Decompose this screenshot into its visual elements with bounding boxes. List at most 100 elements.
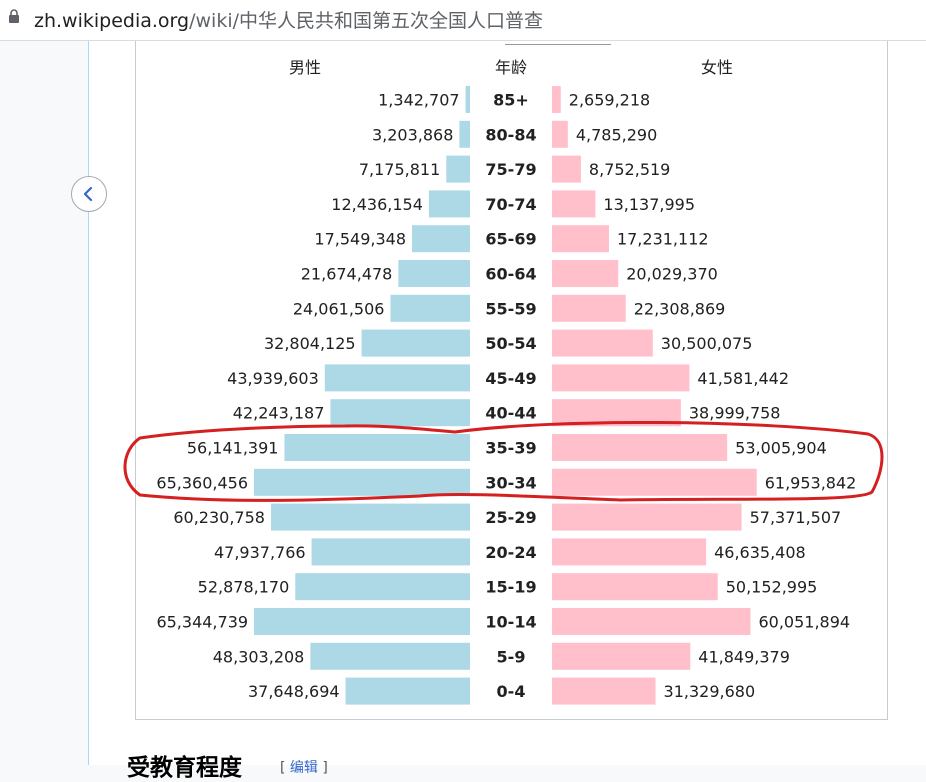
male-bar xyxy=(361,329,470,357)
female-bar xyxy=(552,190,596,218)
male-bar xyxy=(390,294,470,322)
female-bar xyxy=(552,503,742,531)
cut-off-caption xyxy=(505,34,611,45)
header-age: 年龄 xyxy=(495,58,527,77)
male-value-label: 7,175,811 xyxy=(359,160,440,179)
male-bar xyxy=(330,399,470,427)
age-group-label: 55-59 xyxy=(485,299,536,318)
female-value-label: 31,329,680 xyxy=(664,682,756,701)
age-group-label: 65-69 xyxy=(485,230,536,249)
female-value-label: 8,752,519 xyxy=(589,160,670,179)
url-text[interactable]: zh.wikipedia.org/wiki/中华人民共和国第五次全国人口普查 xyxy=(34,6,543,33)
address-bar[interactable]: zh.wikipedia.org/wiki/中华人民共和国第五次全国人口普查 xyxy=(0,0,926,41)
female-value-label: 61,953,842 xyxy=(765,473,857,492)
male-bar xyxy=(311,538,470,566)
female-value-label: 57,371,507 xyxy=(750,508,842,527)
male-value-label: 42,243,187 xyxy=(233,404,325,423)
male-value-label: 37,648,694 xyxy=(248,682,340,701)
male-value-label: 12,436,154 xyxy=(331,195,423,214)
male-value-label: 56,141,391 xyxy=(187,439,279,458)
female-bar xyxy=(552,468,757,496)
female-value-label: 53,005,904 xyxy=(735,439,827,458)
female-value-label: 17,231,112 xyxy=(617,230,709,249)
female-bar xyxy=(552,573,718,601)
section-heading: 受教育程度 xyxy=(127,755,242,781)
male-bar xyxy=(428,190,470,218)
age-group-label: 0-4 xyxy=(497,682,526,701)
female-value-label: 22,308,869 xyxy=(634,299,726,318)
male-value-label: 60,230,758 xyxy=(173,508,265,527)
male-value-label: 1,342,707 xyxy=(378,91,459,110)
age-group-label: 10-14 xyxy=(485,613,536,632)
female-bar xyxy=(552,364,690,392)
female-bar xyxy=(552,260,619,287)
female-bar xyxy=(552,642,691,670)
male-value-label: 32,804,125 xyxy=(264,334,356,353)
male-bar xyxy=(270,503,470,531)
chart-frame xyxy=(135,41,888,720)
male-bar xyxy=(412,225,470,253)
female-bar xyxy=(552,434,728,461)
female-bar xyxy=(552,329,653,357)
female-bar xyxy=(552,399,681,427)
population-pyramid-chart: 男性 年龄 女性 1,342,707 2,659,218 85+ 3,203,868 4… xyxy=(156,58,857,705)
female-bar xyxy=(552,294,626,322)
male-value-label: 43,939,603 xyxy=(227,369,319,388)
male-value-label: 65,344,739 xyxy=(156,613,248,632)
edit-section-link[interactable]: [ 编辑 ] xyxy=(280,760,328,776)
female-bar xyxy=(552,677,656,705)
age-group-label: 60-64 xyxy=(485,265,536,284)
male-value-label: 65,360,456 xyxy=(156,473,248,492)
age-group-label: 35-39 xyxy=(485,439,536,458)
female-bar xyxy=(552,120,568,148)
age-group-label: 20-24 xyxy=(485,543,536,562)
female-value-label: 50,152,995 xyxy=(726,578,818,597)
male-value-label: 3,203,868 xyxy=(372,125,453,144)
age-group-label: 25-29 xyxy=(485,508,536,527)
male-value-label: 47,937,766 xyxy=(214,543,306,562)
male-value-label: 17,549,348 xyxy=(314,230,406,249)
age-group-label: 80-84 xyxy=(485,125,536,144)
male-value-label: 24,061,506 xyxy=(293,299,385,318)
female-value-label: 13,137,995 xyxy=(603,195,695,214)
female-bar xyxy=(552,86,561,113)
female-bar xyxy=(552,155,581,183)
edit-link-text[interactable]: 编辑 xyxy=(289,760,318,776)
male-bar xyxy=(324,364,470,392)
age-group-label: 75-79 xyxy=(485,160,536,179)
female-value-label: 41,849,379 xyxy=(698,647,790,666)
female-bar xyxy=(552,608,751,635)
female-value-label: 41,581,442 xyxy=(697,369,789,388)
male-bar xyxy=(284,434,470,461)
chevron-left-icon xyxy=(83,186,93,202)
male-value-label: 52,878,170 xyxy=(198,578,290,597)
female-value-label: 46,635,408 xyxy=(714,543,806,562)
male-bar xyxy=(398,260,470,287)
sidebar-divider xyxy=(88,41,89,765)
age-group-label: 30-34 xyxy=(485,473,536,492)
female-bar xyxy=(552,538,707,566)
male-bar xyxy=(310,642,470,670)
male-bar xyxy=(465,86,470,113)
url-host: zh.wikipedia.org xyxy=(34,10,190,32)
age-group-label: 45-49 xyxy=(485,369,536,388)
lock-icon xyxy=(9,9,19,23)
female-value-label: 60,051,894 xyxy=(758,613,850,632)
age-group-label: 85+ xyxy=(493,91,529,110)
url-path: /wiki/中华人民共和国第五次全国人口普查 xyxy=(189,10,543,32)
female-value-label: 30,500,075 xyxy=(661,334,753,353)
female-value-label: 20,029,370 xyxy=(626,265,718,284)
female-value-label: 2,659,218 xyxy=(569,91,650,110)
age-group-label: 15-19 xyxy=(485,578,536,597)
male-bar xyxy=(459,120,470,148)
header-male: 男性 xyxy=(289,58,321,77)
age-group-label: 50-54 xyxy=(485,334,536,353)
male-value-label: 48,303,208 xyxy=(213,647,305,666)
male-bar xyxy=(254,468,470,496)
collapse-sidebar-button[interactable] xyxy=(71,176,107,212)
male-bar xyxy=(295,573,470,601)
age-group-label: 70-74 xyxy=(485,195,536,214)
female-value-label: 4,785,290 xyxy=(576,125,657,144)
age-group-label: 40-44 xyxy=(485,404,536,423)
age-group-label: 5-9 xyxy=(497,647,526,666)
